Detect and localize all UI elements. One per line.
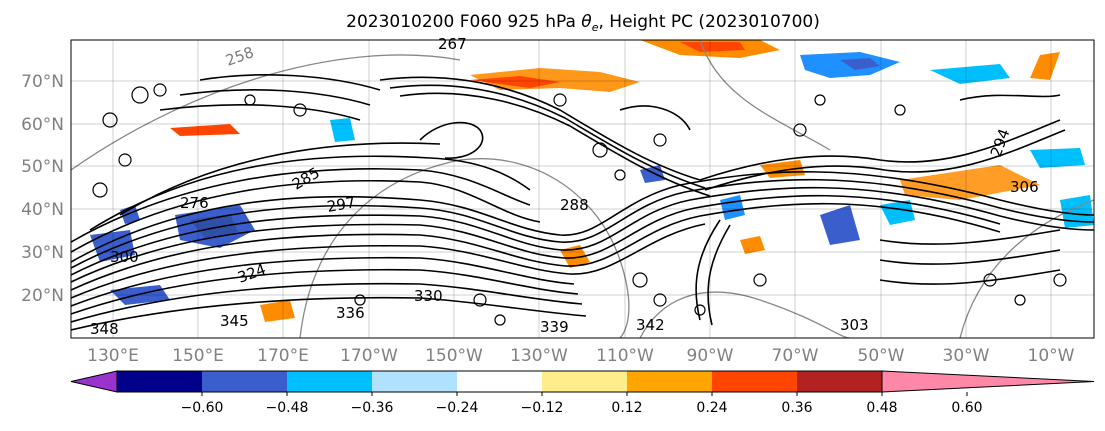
colorbar-tick-label: 0.24 [696, 400, 727, 416]
lon-label: 130°E [87, 346, 139, 366]
colorbar-extend-min [70, 370, 118, 393]
colorbar-tick-label: −0.48 [266, 400, 309, 416]
contour-label: 345 [220, 312, 249, 330]
colorbar-outline [116, 370, 883, 393]
theta-e-contours [71, 73, 1094, 331]
lon-label: 50°W [858, 346, 905, 366]
colorbar-tick-label: −0.60 [181, 400, 224, 416]
map-frame [70, 39, 1095, 339]
lon-label: 90°W [687, 346, 734, 366]
lat-label-50n: 50°N [21, 157, 64, 177]
colorbar-tick-label: −0.12 [521, 400, 564, 416]
colorbar-tick-label: −0.24 [436, 400, 479, 416]
colorbar-segment [797, 371, 882, 392]
contour-label: 303 [840, 316, 869, 334]
contour-label: 306 [1010, 178, 1039, 196]
lat-label-30n: 30°N [21, 243, 64, 263]
contour-label: 267 [438, 35, 467, 53]
colorbar-segment [117, 371, 202, 392]
colorbar-tick-label: 0.12 [611, 400, 642, 416]
lon-label: 150°E [172, 346, 224, 366]
small-scale-contours [92, 83, 1067, 326]
lon-label: 30°W [943, 346, 990, 366]
contour-label: 330 [414, 287, 443, 305]
map-panel: 267 258 276 306 285 294 297 300 324 330 … [70, 35, 1095, 339]
colorbar-tick-label: 0.36 [781, 400, 812, 416]
contour-label: 348 [90, 320, 119, 338]
colorbar-segment [627, 371, 712, 392]
colorbar-segment [542, 371, 627, 392]
contour-label: 288 [560, 196, 589, 214]
lon-label: 110°W [596, 346, 654, 366]
colorbar-ticks: −0.60 −0.48 −0.36 −0.24 −0.12 0.12 0.24 0.36 0.4… [181, 392, 983, 416]
figure-title: 2023010200 F060 925 hPa θe, Height PC (2… [346, 12, 820, 34]
lat-label-70n: 70°N [21, 72, 64, 92]
colorbar-tick-label: 0.60 [951, 400, 982, 416]
lon-label: 130°W [510, 346, 568, 366]
contour-label: 300 [110, 248, 139, 266]
colorbar-tick-label: 0.48 [866, 400, 897, 416]
lat-label-60n: 60°N [21, 115, 64, 135]
colorbar-extend-max [881, 370, 1095, 393]
colorbar-tick-label: −0.36 [351, 400, 394, 416]
contour-label: 297 [326, 193, 357, 216]
colorbar-segment [372, 371, 457, 392]
lon-label: 70°W [772, 346, 819, 366]
contour-label: 342 [636, 316, 665, 334]
longitude-labels: 130°E 150°E 170°E 170°W 150°W 130°W 110°… [87, 346, 1075, 366]
contour-label: 339 [540, 318, 569, 336]
contour-label: 276 [180, 194, 209, 212]
colorbar-segment [202, 371, 287, 392]
colorbar-segment [287, 371, 372, 392]
colorbar: −0.60 −0.48 −0.36 −0.24 −0.12 0.12 0.24 0.36 0.4… [70, 370, 1095, 416]
lon-label: 150°W [425, 346, 483, 366]
lon-label: 170°E [257, 346, 309, 366]
colorbar-segment [712, 371, 797, 392]
height-contours [71, 40, 1094, 338]
colorbar-segment [457, 371, 542, 392]
lat-label-20n: 20°N [21, 286, 64, 306]
lat-label-40n: 40°N [21, 200, 64, 220]
graticule [71, 40, 1094, 338]
colorbar-segments [70, 370, 1095, 393]
contour-label: 336 [336, 304, 365, 322]
lon-label: 10°W [1028, 346, 1075, 366]
latitude-labels: 70°N 60°N 50°N 40°N 30°N 20°N [21, 72, 64, 306]
lon-label: 170°W [340, 346, 398, 366]
